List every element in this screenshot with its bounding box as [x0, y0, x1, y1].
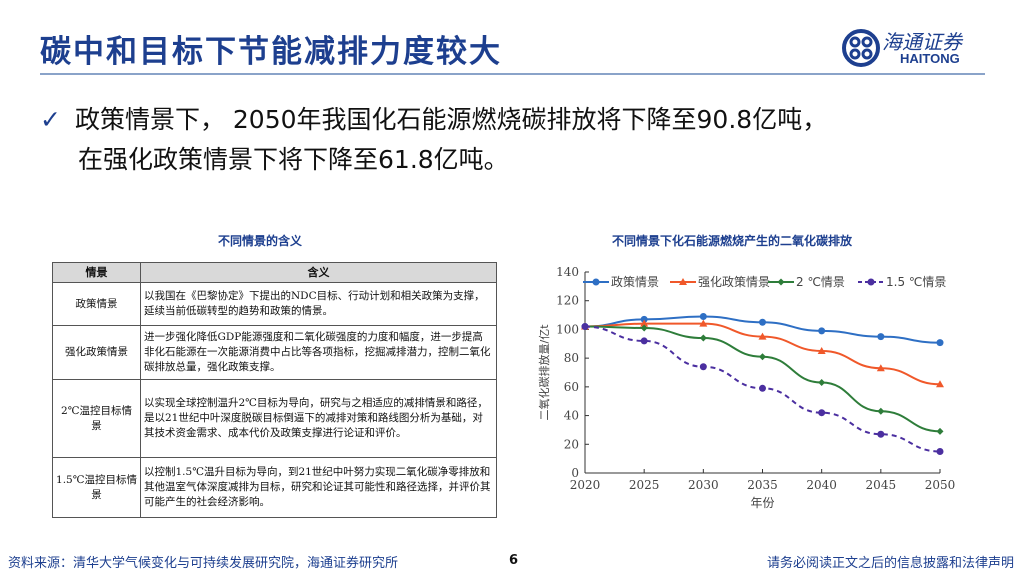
data-point — [679, 278, 687, 285]
y-tick-label: 100 — [556, 322, 579, 336]
y-tick-label: 140 — [556, 265, 579, 279]
series-line — [584, 325, 941, 433]
x-tick-label: 2025 — [629, 478, 660, 492]
table-row: 政策情景 以我国在《巴黎协定》下提出的NDC目标、行动计划和相关政策为支撑，延续当… — [52, 282, 497, 326]
data-point — [640, 324, 648, 332]
meaning-cell: 以实现全球控制温升2℃目标为导向，研究与之相适应的减排情景和路径，是以21世纪中… — [140, 379, 497, 458]
data-point — [936, 339, 944, 347]
scenario-cell: 强化政策情景 — [52, 325, 141, 380]
legend-label: 2 ℃情景 — [796, 275, 845, 289]
legend-label: 1.5 ℃情景 — [886, 275, 946, 289]
scenario-table: 情景 含义 政策情景 以我国在《巴黎协定》下提出的NDC目标、行动计划和相关政策为支… — [52, 262, 497, 518]
y-tick-label: 80 — [564, 351, 579, 365]
y-tick-label: 20 — [564, 437, 579, 451]
scenario-cell: 1.5℃温控目标情景 — [52, 457, 141, 518]
x-tick-label: 2040 — [806, 478, 837, 492]
header-scenario: 情景 — [52, 262, 141, 283]
scenario-cell: 2℃温控目标情景 — [52, 379, 141, 458]
y-tick-label: 0 — [571, 466, 579, 480]
x-tick-label: 2035 — [747, 478, 778, 492]
x-tick-label: 2030 — [688, 478, 719, 492]
data-point — [936, 380, 944, 388]
y-tick-label: 40 — [564, 409, 579, 423]
data-point — [876, 364, 885, 372]
data-point — [936, 447, 944, 455]
check-icon: ✓ — [40, 105, 61, 134]
data-point — [777, 278, 785, 286]
data-point — [759, 318, 766, 326]
data-point — [877, 407, 885, 415]
data-point — [877, 430, 885, 438]
data-point — [759, 353, 766, 361]
data-point — [592, 278, 600, 286]
data-point — [818, 379, 826, 387]
y-tick-label: 60 — [564, 380, 579, 394]
x-axis-label: 年份 — [750, 496, 774, 510]
source-note: 资料来源：清华大学气候变化与可持续发展研究院，海通证券研究所 — [8, 556, 399, 571]
legend-label: 政策情景 — [611, 275, 659, 289]
bullet-line-2: 在强化政策情景下将下降至61.8亿吨。 — [78, 145, 509, 174]
data-point — [867, 278, 875, 286]
data-point — [758, 332, 767, 340]
meaning-cell: 以控制1.5℃温升目标为导向，到21世纪中叶努力实现二氧化碳净零排放和其他温室气… — [140, 457, 497, 518]
title-divider — [40, 73, 985, 75]
data-point — [640, 337, 648, 345]
data-point — [877, 333, 885, 341]
chart-title: 不同情景下化石能源燃烧产生的二氧化碳排放 — [612, 234, 853, 248]
table-header-row: 情景 含义 — [52, 262, 497, 283]
table-row: 强化政策情景 进一步强化降低GDP能源强度和二氧化碳强度的力度和幅度，进一步提高非… — [52, 325, 497, 380]
haitong-logo-icon — [842, 29, 880, 67]
data-point — [581, 323, 589, 331]
header-meaning: 含义 — [140, 262, 497, 283]
table-row: 1.5℃温控目标情景 以控制1.5℃温升目标为导向，到21世纪中叶努力实现二氧化碳… — [52, 457, 497, 518]
data-point — [817, 346, 826, 354]
page-title: 碳中和目标下节能减排力度较大 — [40, 34, 502, 70]
data-point — [936, 427, 944, 435]
x-tick-label: 2020 — [570, 478, 601, 492]
legend-label: 强化政策情景 — [698, 275, 770, 289]
page-number: 6 — [509, 553, 519, 568]
data-point — [699, 334, 707, 342]
disclaimer: 请务必阅读正文之后的信息披露和法律声明 — [766, 556, 1014, 571]
y-axis-label: 二氧化碳排放量/亿t — [537, 324, 551, 421]
y-tick-label: 120 — [556, 294, 579, 308]
bullet-line-1: ✓ 政策情景下， 2050年我国化石能源燃烧碳排放将下降至90.8亿吨， — [40, 100, 827, 136]
data-point — [640, 319, 649, 327]
data-point — [818, 409, 826, 417]
meaning-cell: 以我国在《巴黎协定》下提出的NDC目标、行动计划和相关政策为支撑，延续当前低碳转… — [140, 282, 497, 326]
data-point — [699, 319, 708, 327]
x-tick-label: 2045 — [866, 478, 897, 492]
scenario-cell: 政策情景 — [52, 282, 141, 326]
haitong-logo: 海通证券 HAITONG — [842, 26, 992, 70]
data-point — [759, 384, 766, 392]
data-point — [699, 313, 707, 321]
table-title: 不同情景的含义 — [218, 234, 303, 248]
logo-english-text: HAITONG — [900, 51, 960, 66]
data-point — [699, 363, 707, 371]
meaning-cell: 进一步强化降低GDP能源强度和二氧化碳强度的力度和幅度，进一步提高非化石能源在一… — [140, 325, 497, 380]
data-point — [818, 327, 826, 335]
bullet-text-1: 政策情景下， 2050年我国化石能源燃烧碳排放将下降至90.8亿吨， — [74, 105, 828, 134]
x-tick-label: 2050 — [925, 478, 956, 492]
data-point — [640, 315, 648, 323]
logo-chinese-text: 海通证券 — [882, 30, 962, 54]
table-row: 2℃温控目标情景 以实现全球控制温升2℃目标为导向，研究与之相适应的减排情景和路径… — [52, 379, 497, 458]
